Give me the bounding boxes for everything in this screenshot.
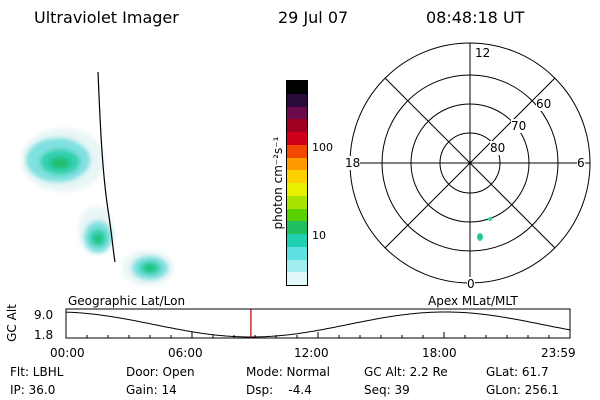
colorbar-tick-100: 100: [312, 141, 333, 154]
y-tick-9: 9.0: [34, 308, 54, 322]
info-glat: GLat: 61.7: [486, 365, 549, 379]
colorbar-segment: [287, 259, 307, 273]
y-tick-1-8: 1.8: [34, 328, 54, 342]
colorbar-segment: [287, 93, 307, 107]
x-tick-1800: 18:00: [422, 346, 457, 360]
info-gain: Gain: 14: [126, 383, 177, 397]
lat-label-70: 70: [511, 119, 527, 133]
info-dsp: Dsp: -4.4: [246, 383, 312, 397]
colorbar-segment: [287, 208, 307, 222]
info-filter: Flt: LBHL: [10, 365, 64, 379]
mlt-label-18: 18: [345, 156, 361, 170]
info-glon: GLon: 256.1: [486, 383, 559, 397]
info-ip: IP: 36.0: [10, 383, 56, 397]
colorbar-segment: [287, 106, 307, 120]
colorbar-segment: [287, 183, 307, 196]
mlt-label-0: 0: [467, 277, 475, 291]
colorbar-segment: [287, 81, 307, 94]
colorbar-segment: [287, 144, 307, 158]
colorbar-segment: [287, 170, 307, 183]
time-label: 08:48:18 UT: [426, 8, 525, 27]
app-title: Ultraviolet Imager: [34, 8, 179, 27]
x-tick-0000: 00:00: [50, 346, 85, 360]
x-tick-2359: 23:59: [541, 346, 576, 360]
info-mode: Mode: Normal: [246, 365, 330, 379]
info-seq: Seq: 39: [364, 383, 410, 397]
mlt-label-6: 6: [577, 156, 585, 170]
x-tick-1200: 12:00: [294, 346, 329, 360]
lat-label-80: 80: [490, 141, 506, 155]
lat-label-60: 60: [536, 97, 552, 111]
colorbar: [286, 80, 308, 286]
auroral-image: [21, 71, 174, 286]
x-tick-0600: 06:00: [168, 346, 203, 360]
colorbar-segment: [287, 246, 307, 260]
colorbar-segment: [287, 221, 307, 234]
colorbar-segment: [287, 119, 307, 132]
colorbar-segment: [287, 132, 307, 145]
colorbar-segment: [287, 234, 307, 247]
info-door: Door: Open: [126, 365, 195, 379]
terminator-line: [97, 71, 116, 263]
timeline-left-label: Geographic Lat/Lon: [68, 294, 186, 308]
colorbar-tick-10: 10: [312, 229, 326, 242]
date-label: 29 Jul 07: [278, 8, 349, 27]
colorbar-segment: [287, 272, 307, 285]
colorbar-segment: [287, 157, 307, 171]
info-gc-alt: GC Alt: 2.2 Re: [364, 365, 448, 379]
timeline-right-label: Apex MLat/MLT: [428, 294, 518, 308]
colorbar-segment: [287, 195, 307, 209]
altitude-curve: [65, 311, 571, 338]
mlt-label-12: 12: [474, 46, 492, 60]
